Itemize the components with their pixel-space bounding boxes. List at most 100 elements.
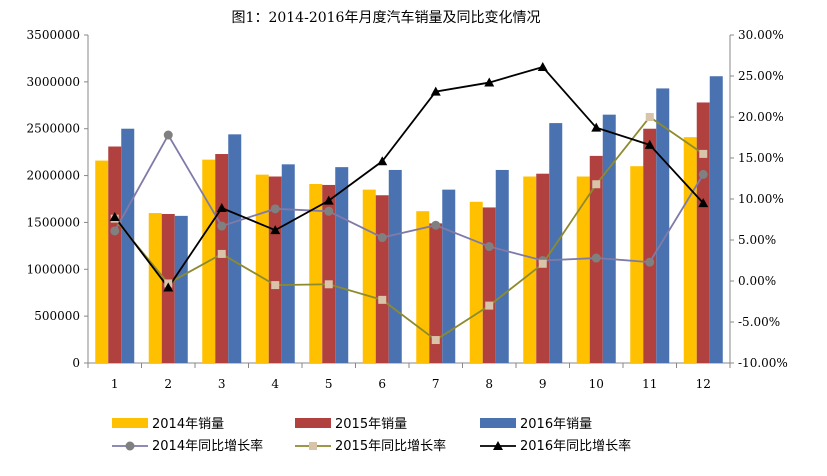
x-tick-label: 1 <box>111 377 119 391</box>
x-tick-label: 9 <box>539 377 547 391</box>
y-right-tick-label: 15.00% <box>738 151 784 165</box>
bar <box>362 189 376 363</box>
bar <box>683 137 697 363</box>
data-point <box>109 212 120 222</box>
y-right-tick-label: 30.00% <box>738 28 784 42</box>
y-left-tick-label: 500000 <box>34 309 80 323</box>
bar <box>602 114 616 364</box>
bar <box>416 211 430 363</box>
y-left-tick-label: 2000000 <box>27 169 80 183</box>
series-line <box>114 65 704 290</box>
bar <box>215 154 229 363</box>
data-point <box>430 86 441 96</box>
data-point <box>270 225 281 235</box>
x-tick-label: 5 <box>325 377 333 391</box>
legend-label: 2014年销量 <box>152 417 224 432</box>
data-point <box>698 198 709 208</box>
y-left-tick-label: 1500000 <box>27 215 80 229</box>
y-left-tick-label: 2500000 <box>27 122 80 136</box>
data-point <box>309 442 317 450</box>
chart-title: 图1：2014-2016年月度汽车销量及同比变化情况 <box>232 9 541 26</box>
x-tick-label: 3 <box>218 377 226 391</box>
y-right-tick-label: 10.00% <box>738 192 784 206</box>
y-right-tick-label: -5.00% <box>738 315 780 329</box>
data-point <box>377 156 388 166</box>
axes: 0 500000 1000000 1500000 2000000 2500000 30000… <box>27 28 788 391</box>
legend-swatch <box>480 418 516 428</box>
bar <box>322 184 336 363</box>
bar <box>576 176 590 363</box>
data-point <box>698 169 708 179</box>
y-left-tick-label: 3500000 <box>27 28 80 42</box>
bar <box>536 173 550 363</box>
legend-swatch <box>112 418 148 428</box>
legend-label: 2015年销量 <box>335 417 407 432</box>
x-tick-label: 10 <box>589 377 604 391</box>
data-point <box>484 242 494 252</box>
data-point <box>110 226 120 236</box>
x-tick-label: 12 <box>696 377 711 391</box>
data-point <box>323 195 334 205</box>
legend-swatch <box>295 418 331 428</box>
bar <box>630 166 644 363</box>
bar <box>523 176 537 363</box>
y-right-tick-label: 20.00% <box>738 110 784 124</box>
data-point <box>431 336 440 345</box>
y-left-tick-label: 0 <box>72 356 80 370</box>
data-point <box>538 259 547 268</box>
series-line <box>113 133 705 264</box>
legend-label: 2014年同比增长率 <box>152 438 263 454</box>
bar <box>429 223 443 363</box>
bar <box>495 169 509 363</box>
bar <box>268 176 282 363</box>
bar <box>95 160 109 363</box>
data-point <box>591 253 601 263</box>
y-right-tick-label: 5.00% <box>738 233 776 247</box>
data-point <box>216 203 227 213</box>
bar <box>656 88 670 363</box>
data-point <box>217 249 226 258</box>
y-right-tick-label: 0.00% <box>738 274 776 288</box>
bar <box>108 146 122 363</box>
y-left-tick-label: 1000000 <box>27 262 80 276</box>
data-point <box>493 441 503 450</box>
bar <box>469 201 483 363</box>
x-tick-label: 8 <box>485 377 493 391</box>
data-point <box>271 281 280 290</box>
line-series-group <box>109 61 709 345</box>
bar <box>442 189 456 363</box>
bar <box>643 128 657 363</box>
data-point <box>645 113 654 121</box>
data-point <box>324 206 334 216</box>
bar <box>335 167 349 363</box>
bar <box>148 213 162 363</box>
data-point <box>378 295 387 304</box>
data-point <box>125 441 135 451</box>
x-tick-label: 6 <box>378 377 386 391</box>
data-point <box>645 257 655 267</box>
data-point <box>163 282 174 292</box>
y-right-tick-label: -10.00% <box>738 356 788 370</box>
y-left-tick-label: 3000000 <box>27 75 80 89</box>
bar <box>174 215 188 363</box>
bar <box>309 184 323 363</box>
data-point <box>484 77 495 87</box>
data-point <box>377 233 387 243</box>
data-point <box>324 280 333 289</box>
bar <box>255 174 269 363</box>
bar <box>482 207 496 363</box>
data-point <box>592 180 601 189</box>
legend-label: 2016年同比增长率 <box>520 438 631 454</box>
x-tick-label: 7 <box>432 377 440 391</box>
data-point <box>699 149 708 158</box>
y-right-tick-label: 25.00% <box>738 69 784 83</box>
bar <box>121 128 135 363</box>
legend: 2014年销量 2015年销量 2016年销量 2014年同比增长率 2015年同比增长… <box>112 417 631 454</box>
bar <box>281 164 295 363</box>
x-tick-label: 2 <box>164 377 172 391</box>
data-point <box>270 204 280 214</box>
data-point <box>537 61 548 71</box>
legend-label: 2016年销量 <box>520 417 592 432</box>
series-line <box>114 115 704 342</box>
